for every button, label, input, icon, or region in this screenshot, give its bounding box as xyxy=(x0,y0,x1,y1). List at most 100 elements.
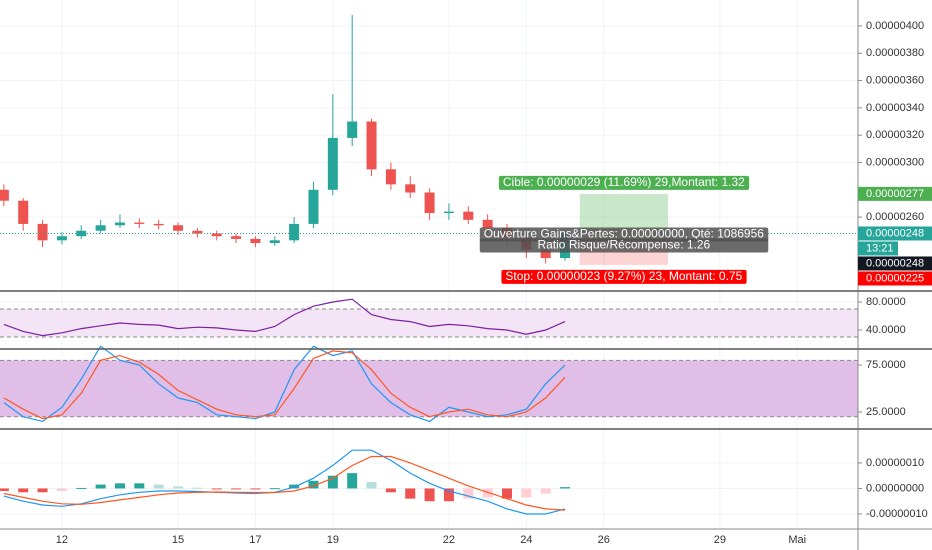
candle-body xyxy=(463,211,474,220)
y-tick-label: 0.00000260 xyxy=(866,211,924,223)
price-tag xyxy=(858,256,932,271)
price-tag xyxy=(858,226,932,241)
histogram-bar xyxy=(443,488,454,502)
x-tick-label: 12 xyxy=(56,534,68,546)
candle-body xyxy=(95,225,106,231)
histogram-bar xyxy=(269,488,280,490)
indicator-line xyxy=(3,449,566,515)
indicator-line xyxy=(3,350,566,420)
candle-body xyxy=(443,211,454,213)
y-tick-label: 0.00000400 xyxy=(866,20,924,32)
histogram-bar xyxy=(501,488,512,499)
histogram-bar xyxy=(18,488,29,493)
price-tag xyxy=(858,186,932,201)
x-tick-label: 24 xyxy=(520,534,532,546)
y-tick-label: 0.00000300 xyxy=(866,156,924,168)
candle-body xyxy=(308,189,319,224)
candle-body xyxy=(211,233,222,237)
histogram-bar xyxy=(385,488,396,493)
open-label-bg xyxy=(479,227,769,242)
y-tick-label: 0.00000340 xyxy=(866,102,924,114)
histogram-bar xyxy=(95,484,106,489)
histogram-bar xyxy=(250,488,261,490)
open-label: Ouverture Gains&Pertes: 0.00000000, Qté:… xyxy=(479,227,769,242)
histogram-bar xyxy=(327,475,338,489)
candle-body xyxy=(56,236,67,241)
histogram-bar xyxy=(308,480,319,489)
candle-body xyxy=(269,240,280,244)
histogram-bar xyxy=(424,488,435,502)
y-tick-label: 0.00000360 xyxy=(866,74,924,86)
target-zone xyxy=(579,193,668,234)
histogram-bar xyxy=(114,483,125,489)
timer-tag xyxy=(858,241,898,256)
x-tick-label: 26 xyxy=(598,534,610,546)
candle-body xyxy=(134,222,145,224)
histogram-bar xyxy=(76,487,87,489)
histogram-bar xyxy=(405,488,416,499)
histogram-bar xyxy=(192,487,203,489)
candle-body xyxy=(250,238,261,244)
histogram-bar xyxy=(560,487,571,489)
ratio-label: Ratio Risque/Récompense: 1.26 xyxy=(479,238,769,253)
price-tag-label: 0.00000225 xyxy=(866,272,924,284)
candle-body xyxy=(37,223,48,241)
histogram-bar xyxy=(521,488,532,498)
y-tick-label: 0.00000320 xyxy=(866,129,924,141)
x-tick-label: 17 xyxy=(249,534,261,546)
ratio-label-text: Ratio Risque/Récompense: 1.26 xyxy=(537,238,710,252)
x-tick-label: 22 xyxy=(443,534,455,546)
stop-label-text: Stop: 0.00000023 (9.27%) 23, Montant: 0.… xyxy=(505,269,742,283)
target-label: Cible: 0.00000029 (11.69%) 29,Montant: 1… xyxy=(498,175,750,190)
candle-body xyxy=(347,121,358,138)
x-tick-label: 19 xyxy=(327,534,339,546)
candle-body xyxy=(366,121,377,170)
x-tick-label: 15 xyxy=(172,534,184,546)
timer-label: 13:21 xyxy=(866,242,894,254)
plot: Cible: 0.00000029 (11.69%) 29,Montant: 1… xyxy=(0,15,858,515)
open-label-text: Ouverture Gains&Pertes: 0.00000000, Qté:… xyxy=(484,227,765,241)
histogram-bar xyxy=(463,488,474,499)
x-tick-label: Mai xyxy=(788,534,806,546)
candle-body xyxy=(231,236,242,239)
band xyxy=(0,309,858,338)
indicator-line xyxy=(3,455,566,511)
histogram-bar xyxy=(231,488,242,490)
price-tag-label: 0.00000277 xyxy=(866,188,924,200)
indicator-line xyxy=(3,298,566,337)
y-tick-label: 40.0000 xyxy=(866,324,906,336)
candle-body xyxy=(405,184,416,193)
grid xyxy=(0,0,858,528)
histogram-bar xyxy=(173,486,184,489)
x-tick-label: 29 xyxy=(714,534,726,546)
histogram-bar xyxy=(153,484,164,489)
candle-body xyxy=(18,200,29,224)
y-tick-label: 0.00000380 xyxy=(866,47,924,59)
price-tag-label: 0.00000248 xyxy=(866,227,924,239)
candle-body xyxy=(482,219,493,229)
price-tag xyxy=(858,271,932,286)
target-label-bg xyxy=(498,175,750,190)
histogram-bar xyxy=(540,488,551,494)
candle-body xyxy=(0,189,9,201)
indicator-line xyxy=(3,345,566,423)
y-tick-label: 75.0000 xyxy=(866,359,906,371)
y-tick-label: 0.00000000 xyxy=(866,482,924,494)
histogram-bar xyxy=(134,483,145,489)
histogram-bar xyxy=(37,488,48,493)
price-tag-label: 0.00000248 xyxy=(866,257,924,269)
candle-body xyxy=(289,223,300,241)
candle-body xyxy=(424,192,435,213)
histogram-bar xyxy=(0,488,9,491)
band xyxy=(0,360,858,417)
target-label-text: Cible: 0.00000029 (11.69%) 29,Montant: 1… xyxy=(503,175,745,189)
y-tick-label: 80.0000 xyxy=(866,296,906,308)
candle-body xyxy=(114,222,125,226)
stop-label: Stop: 0.00000023 (9.27%) 23, Montant: 0.… xyxy=(501,269,747,284)
candle-body xyxy=(540,249,551,259)
y-tick-label: 0.00000010 xyxy=(866,457,924,469)
candle-body xyxy=(327,137,338,190)
